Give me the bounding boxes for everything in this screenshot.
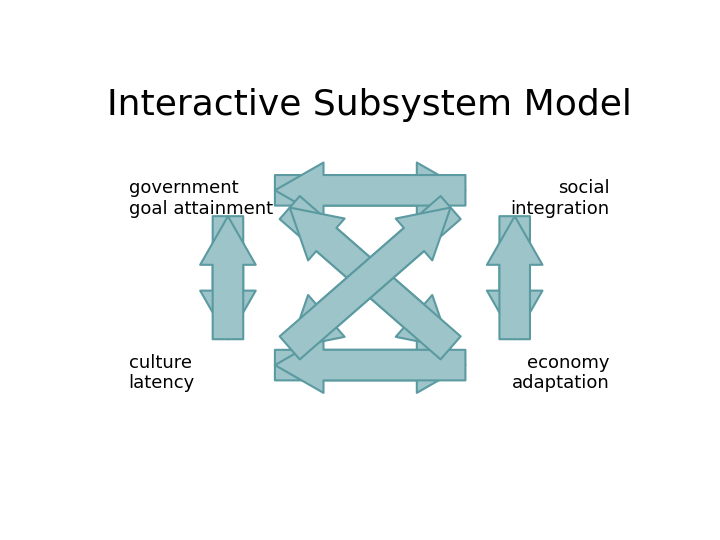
FancyArrowPatch shape	[487, 216, 542, 339]
Text: social
integration: social integration	[510, 179, 609, 218]
FancyArrowPatch shape	[200, 216, 256, 339]
FancyArrowPatch shape	[275, 163, 465, 218]
Text: economy
adaptation: economy adaptation	[511, 354, 609, 393]
FancyArrowPatch shape	[487, 216, 542, 339]
FancyArrowPatch shape	[275, 338, 465, 393]
FancyArrowPatch shape	[279, 207, 451, 360]
FancyArrowPatch shape	[289, 207, 461, 360]
FancyArrowPatch shape	[289, 196, 461, 348]
FancyArrowPatch shape	[275, 338, 465, 393]
Text: culture
latency: culture latency	[129, 354, 195, 393]
FancyArrowPatch shape	[275, 163, 465, 218]
Text: Interactive Subsystem Model: Interactive Subsystem Model	[107, 88, 631, 122]
Text: government
goal attainment: government goal attainment	[129, 179, 273, 218]
FancyArrowPatch shape	[279, 196, 451, 348]
FancyArrowPatch shape	[200, 216, 256, 339]
